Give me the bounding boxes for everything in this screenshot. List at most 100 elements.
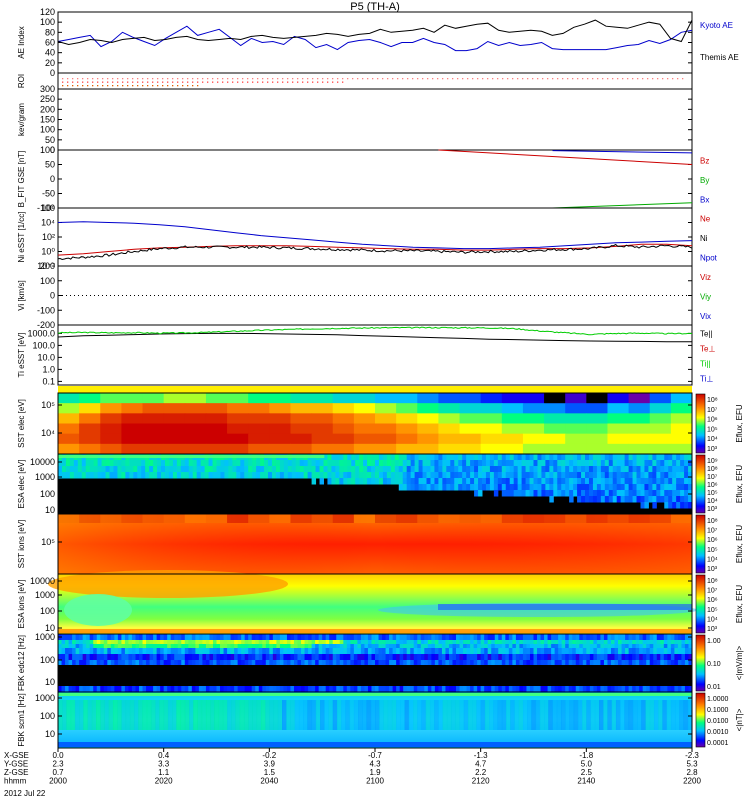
heatmap-cell (146, 654, 151, 660)
heatmap-cell (363, 460, 368, 467)
heatmap-cell (265, 665, 270, 686)
heatmap-cell (422, 478, 428, 485)
heatmap-cell (470, 644, 475, 648)
colorbar-tick-label: 0.1000 (707, 707, 729, 714)
heatmap-cell (75, 648, 80, 654)
heatmap-cell (557, 460, 562, 467)
heatmap-cell (65, 660, 70, 665)
heatmap-cell (61, 644, 66, 648)
heatmap-cell (450, 484, 455, 491)
heatmap-cell (283, 472, 289, 479)
heatmap-cell (463, 665, 468, 686)
heatmap-cell (398, 466, 404, 473)
heatmap-cell (677, 640, 682, 644)
roi-dot (302, 78, 304, 80)
heatmap-cell (521, 460, 527, 467)
heatmap-cell (565, 700, 570, 730)
heatmap-cell (202, 640, 207, 644)
heatmap-cell (424, 660, 429, 665)
heatmap-cell (612, 466, 618, 473)
heatmap-cell (343, 634, 348, 640)
heatmap-cell (668, 484, 673, 491)
heatmap-cell (529, 460, 534, 467)
bottom-row-value: 5.3 (686, 760, 698, 769)
heatmap-cell (117, 466, 122, 473)
heatmap-cell (677, 634, 682, 640)
heatmap-cell (124, 648, 129, 654)
heatmap-cell (477, 640, 482, 644)
heatmap-cell (220, 640, 225, 644)
heatmap-cell (517, 478, 523, 485)
heatmap-cell (547, 644, 552, 648)
heatmap-cell (308, 654, 313, 660)
heatmap-cell (458, 472, 463, 479)
heatmap-cell (600, 490, 606, 497)
heatmap-cell (662, 700, 668, 730)
heatmap-cell (371, 472, 376, 479)
heatmap-cell (230, 648, 235, 654)
heatmap-cell (177, 648, 182, 654)
heatmap-cell (286, 700, 291, 730)
roi-dot (427, 78, 429, 80)
heatmap-cell (556, 700, 562, 730)
heatmap-cell (547, 654, 552, 660)
heatmap-cell (205, 413, 228, 424)
roi-dot (312, 78, 314, 80)
bottom-row-value: 2.2 (475, 768, 487, 777)
heatmap-cell (146, 644, 151, 648)
roi-dot (182, 78, 184, 80)
heatmap-cell (491, 648, 496, 654)
heatmap-cell (153, 460, 158, 467)
heatmap-cell (343, 460, 348, 467)
heatmap-cell (649, 660, 654, 665)
heatmap-cell (390, 472, 396, 479)
heatmap-cell (625, 648, 630, 654)
heatmap-cell (137, 466, 142, 473)
heatmap-cell (121, 466, 126, 473)
heatmap-cell (349, 700, 355, 730)
heatmap-cell (438, 660, 443, 665)
heatmap-cell (426, 454, 431, 461)
heatmap-cell (485, 466, 491, 473)
heatmap-cell (230, 634, 235, 640)
heatmap-cell (547, 660, 552, 665)
heatmap-cell (684, 644, 689, 648)
heatmap-cell (459, 660, 464, 665)
heatmap-cell (544, 433, 566, 445)
heatmap-cell (100, 640, 105, 644)
roi-dot (417, 78, 419, 80)
heatmap-cell (375, 460, 380, 467)
heatmap-cell (484, 700, 490, 730)
heatmap-cell (553, 472, 558, 479)
heatmap-cell (568, 634, 573, 640)
heatmap-cell (364, 654, 369, 660)
heatmap-cell (73, 466, 79, 473)
heatmap-cell (541, 484, 546, 491)
heatmap-cell (325, 686, 330, 692)
heatmap-cell (515, 648, 520, 654)
colorbar-tick-label: 10⁷ (707, 474, 718, 481)
heatmap-cell (648, 496, 653, 503)
heatmap-cell (561, 654, 566, 660)
heatmap-cell (420, 654, 425, 660)
heatmap-cell (399, 660, 404, 665)
roi-dot (222, 78, 224, 80)
heatmap-cell (339, 665, 344, 686)
heatmap-cell (360, 648, 365, 654)
heatmap-cell (572, 644, 577, 648)
y-tick-label: 250 (40, 94, 55, 104)
heatmap-cell (512, 686, 517, 692)
bottom-row-value: 1.5 (264, 768, 276, 777)
heatmap-cell (434, 472, 439, 479)
roi-dot (287, 78, 289, 80)
heatmap-cell (588, 496, 594, 503)
heatmap-cell (65, 644, 70, 648)
heatmap-cell (509, 478, 515, 485)
heatmap-cell (228, 466, 233, 473)
heatmap-cell (205, 665, 210, 686)
heatmap-cell (366, 700, 372, 730)
heatmap-cell (494, 665, 499, 686)
heatmap-cell (93, 648, 98, 654)
heatmap-cell (529, 644, 534, 648)
